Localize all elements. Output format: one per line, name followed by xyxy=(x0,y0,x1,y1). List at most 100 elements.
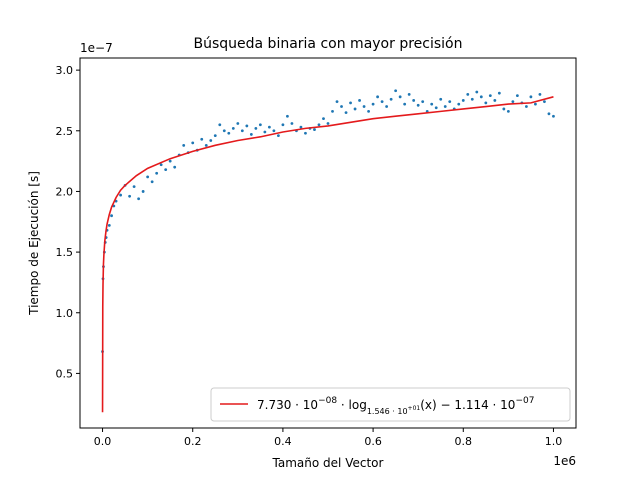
scatter-point xyxy=(267,125,271,129)
scatter-point xyxy=(164,168,168,172)
scatter-point xyxy=(290,122,294,125)
scatter-point xyxy=(448,100,452,104)
scatter-point xyxy=(200,137,204,141)
scatter-point xyxy=(326,122,330,125)
scatter-point xyxy=(529,95,533,99)
scatter-point xyxy=(110,214,113,218)
scatter-point xyxy=(245,124,249,128)
legend-log-base-exp: +01 xyxy=(408,405,421,412)
scatter-point xyxy=(457,102,461,106)
y-tick-label: 2.0 xyxy=(56,185,74,198)
scatter-point xyxy=(263,130,267,134)
scatter-point xyxy=(222,129,226,133)
scatter-point xyxy=(403,102,407,106)
scatter-point xyxy=(227,131,231,135)
scatter-point xyxy=(240,129,244,133)
x-tick-label: 0.6 xyxy=(364,435,382,448)
scatter-point xyxy=(538,92,542,96)
legend: 7.730 · 10−08 · log1.546 · 10+01(x) − 1.… xyxy=(210,387,571,422)
scatter-point xyxy=(146,175,150,179)
scatter-point xyxy=(304,131,307,135)
scatter-point xyxy=(385,105,389,108)
scatter-point xyxy=(511,100,515,104)
scatter-point xyxy=(515,94,519,98)
x-offset-label: 1e6 xyxy=(553,454,576,468)
scatter-point xyxy=(525,105,528,108)
scatter-point xyxy=(461,99,465,102)
legend-exp-b: −07 xyxy=(515,396,534,406)
legend-arg: (x) − 1.114 · 10 xyxy=(420,398,515,412)
legend-exp-a: −08 xyxy=(318,396,337,406)
scatter-point xyxy=(358,99,361,102)
scatter-point xyxy=(322,117,325,121)
legend-coef-a: 7.730 · 10 xyxy=(257,398,318,412)
scatter-point xyxy=(470,97,474,101)
scatter-point xyxy=(484,101,488,105)
scatter-point xyxy=(434,106,438,110)
scatter-point xyxy=(497,91,501,95)
legend-fit-label: 7.730 · 10−08 · log1.546 · 10+01(x) − 1.… xyxy=(257,396,534,416)
scatter-point xyxy=(119,193,122,197)
legend-box xyxy=(210,387,571,422)
scatter-point xyxy=(439,97,443,101)
scatter-point xyxy=(335,100,339,104)
y-tick-label: 0.5 xyxy=(56,367,74,380)
scatter-point xyxy=(493,99,497,102)
scatter-point xyxy=(398,95,402,99)
scatter-point xyxy=(141,190,145,193)
y-tick-label: 1.0 xyxy=(56,307,74,320)
scatter-point xyxy=(416,103,420,107)
scatter-point xyxy=(137,197,141,201)
scatter-point xyxy=(231,126,235,130)
scatter-point xyxy=(543,100,546,104)
scatter-point xyxy=(407,92,411,96)
scatter-point xyxy=(299,125,303,129)
fit-curve-series xyxy=(101,96,554,413)
y-tick-label: 2.5 xyxy=(56,125,74,138)
x-axis-label: Tamaño del Vector xyxy=(272,456,384,470)
scatter-point xyxy=(258,123,262,127)
scatter-point xyxy=(317,123,321,127)
scatter-point xyxy=(502,107,506,111)
scatter-point xyxy=(272,129,276,133)
scatter-point xyxy=(506,109,510,113)
legend-log-base: 1.546 · 10 xyxy=(367,407,408,416)
scatter-point xyxy=(340,105,343,108)
scatter-point xyxy=(236,122,240,125)
scatter-point xyxy=(286,114,289,118)
scatter-point xyxy=(254,126,258,130)
scatter-point xyxy=(362,105,366,108)
x-tick-label: 0.2 xyxy=(184,435,202,448)
y-axis-ticks: 0.5 1.0 1.5 2.0 2.5 3.0 xyxy=(56,64,80,380)
legend-log-text: · log xyxy=(337,398,367,412)
scatter-point xyxy=(277,134,280,138)
scatter-point xyxy=(128,194,132,198)
scatter-point xyxy=(466,92,470,96)
scatter-point xyxy=(331,109,334,113)
x-tick-label: 0.4 xyxy=(274,435,292,448)
scatter-point xyxy=(479,95,483,99)
plot-area xyxy=(79,57,577,429)
scatter-point xyxy=(155,171,159,175)
x-tick-label: 0.0 xyxy=(94,435,112,448)
scatter-point xyxy=(213,134,217,138)
scatter-point xyxy=(371,102,375,106)
scatter-point xyxy=(281,123,285,127)
scatter-point xyxy=(376,95,379,99)
fit-curve-line xyxy=(101,96,554,413)
scatter-point xyxy=(353,107,357,111)
scatter-point xyxy=(107,224,111,227)
scatter-point xyxy=(443,105,447,108)
x-tick-label: 1.0 xyxy=(545,435,563,448)
scatter-point xyxy=(349,101,352,105)
scatter-point xyxy=(218,123,222,127)
scatter-point xyxy=(159,163,163,167)
y-tick-label: 3.0 xyxy=(56,64,74,77)
scatter-point xyxy=(204,143,208,147)
scatter-point xyxy=(367,109,370,113)
x-tick-label: 0.8 xyxy=(455,435,473,448)
x-axis-ticks: 0.0 0.2 0.4 0.6 0.8 1.0 xyxy=(94,428,562,448)
scatter-point xyxy=(173,165,177,169)
y-axis-label: Tiempo de Ejecución [s] xyxy=(27,171,41,316)
